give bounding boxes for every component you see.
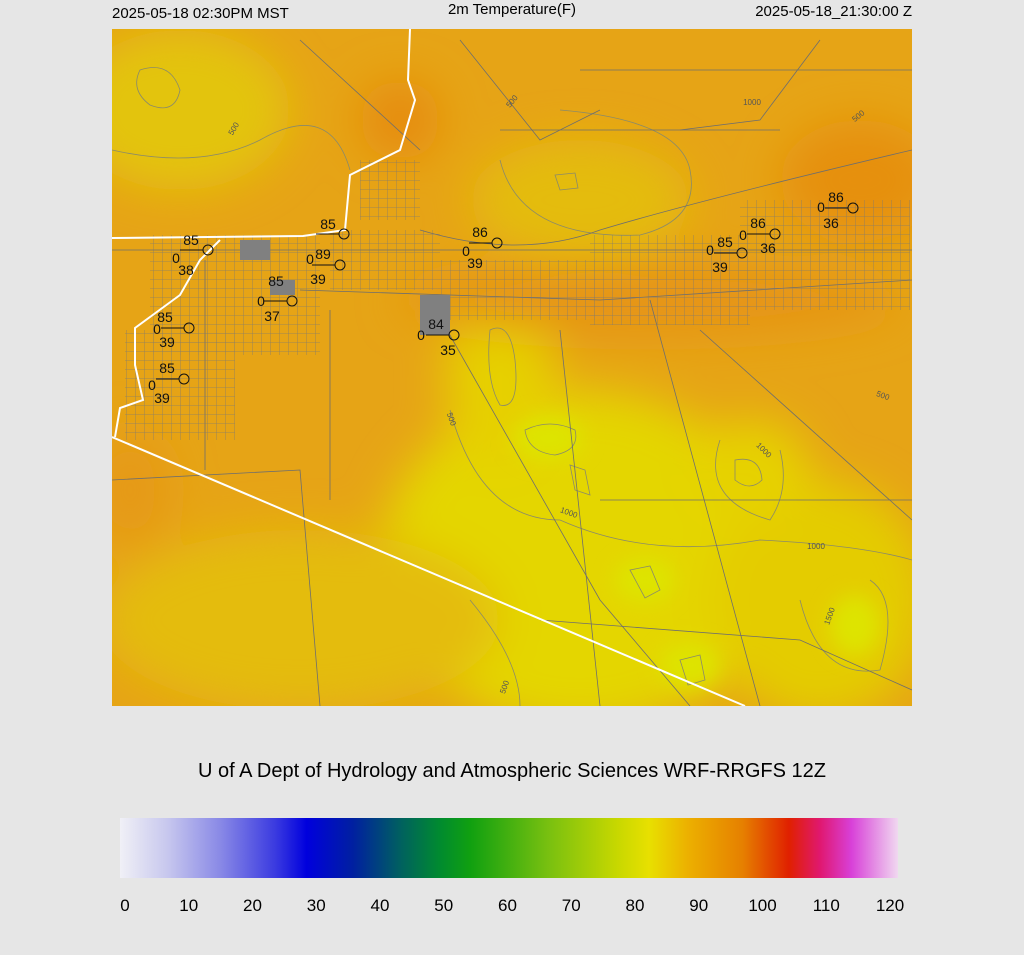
colorbar-tick-label: 110 [813, 896, 840, 915]
colorbar-tick-label: 30 [307, 896, 326, 915]
station-temp: 84 [428, 316, 444, 332]
map [112, 29, 912, 706]
station-cloud: 0 [417, 327, 425, 343]
colorbar-tick-label: 90 [689, 896, 708, 915]
station-cloud: 0 [462, 243, 470, 259]
contour-label: 1000 [807, 542, 825, 551]
colorbar [120, 818, 898, 878]
map-title: 2m Temperature(F) [448, 1, 576, 18]
colorbar-tick-label: 120 [876, 896, 904, 915]
station-temp: 85 [268, 273, 284, 289]
station-temp: 85 [183, 232, 199, 248]
colorbar-tick-label: 60 [498, 896, 517, 915]
station-dewpoint: 36 [823, 215, 839, 231]
station-cloud: 0 [257, 293, 265, 309]
colorbar-tick-label: 80 [626, 896, 645, 915]
station-cloud: 0 [153, 321, 161, 337]
contour-label: 500 [875, 389, 891, 402]
colorbar-tick-label: 0 [120, 896, 129, 915]
station-dewpoint: 39 [159, 334, 175, 350]
colorbar-tick-label: 100 [748, 896, 776, 915]
station-dewpoint: 39 [712, 259, 728, 275]
colorbar-tick-label: 10 [179, 896, 198, 915]
station-temp: 89 [315, 246, 331, 262]
contour-label: 1000 [743, 98, 761, 107]
station-dewpoint: 38 [178, 262, 194, 278]
valid-time-local: 2025-05-18 02:30PM MST [112, 5, 289, 22]
station-dewpoint: 39 [310, 271, 326, 287]
station-dewpoint: 37 [264, 308, 280, 324]
station-plots: 8503885890398503785039850398603984035850… [148, 189, 859, 406]
station-cloud: 0 [706, 242, 714, 258]
colorbar-tick-label: 20 [243, 896, 262, 915]
station-cloud: 0 [148, 377, 156, 393]
station-dewpoint: 39 [154, 390, 170, 406]
colorbar-tick-label: 40 [371, 896, 390, 915]
station-cloud: 0 [739, 227, 747, 243]
station-cloud: 0 [306, 251, 314, 267]
station-temp: 85 [717, 234, 733, 250]
station-cloud: 0 [172, 250, 180, 266]
station-temp: 86 [472, 224, 488, 240]
colorbar-ticks: 0 10 20 30 40 50 60 70 80 90 100 110 120 [120, 896, 904, 915]
contour-label: 500 [445, 411, 458, 427]
station-dewpoint: 39 [467, 255, 483, 271]
station-temp: 85 [159, 360, 175, 376]
station-temp: 86 [828, 189, 844, 205]
colorbar-tick-label: 50 [434, 896, 453, 915]
station-temp: 86 [750, 215, 766, 231]
station-dewpoint: 36 [760, 240, 776, 256]
station-temp: 85 [320, 216, 336, 232]
colorbar-tick-label: 70 [562, 896, 581, 915]
credit: U of A Dept of Hydrology and Atmospheric… [198, 760, 826, 782]
contour-label: 500 [498, 679, 511, 695]
station-cloud: 0 [817, 199, 825, 215]
valid-time-utc: 2025-05-18_21:30:00 Z [755, 3, 912, 20]
station-dewpoint: 35 [440, 342, 456, 358]
station-temp: 85 [157, 309, 173, 325]
